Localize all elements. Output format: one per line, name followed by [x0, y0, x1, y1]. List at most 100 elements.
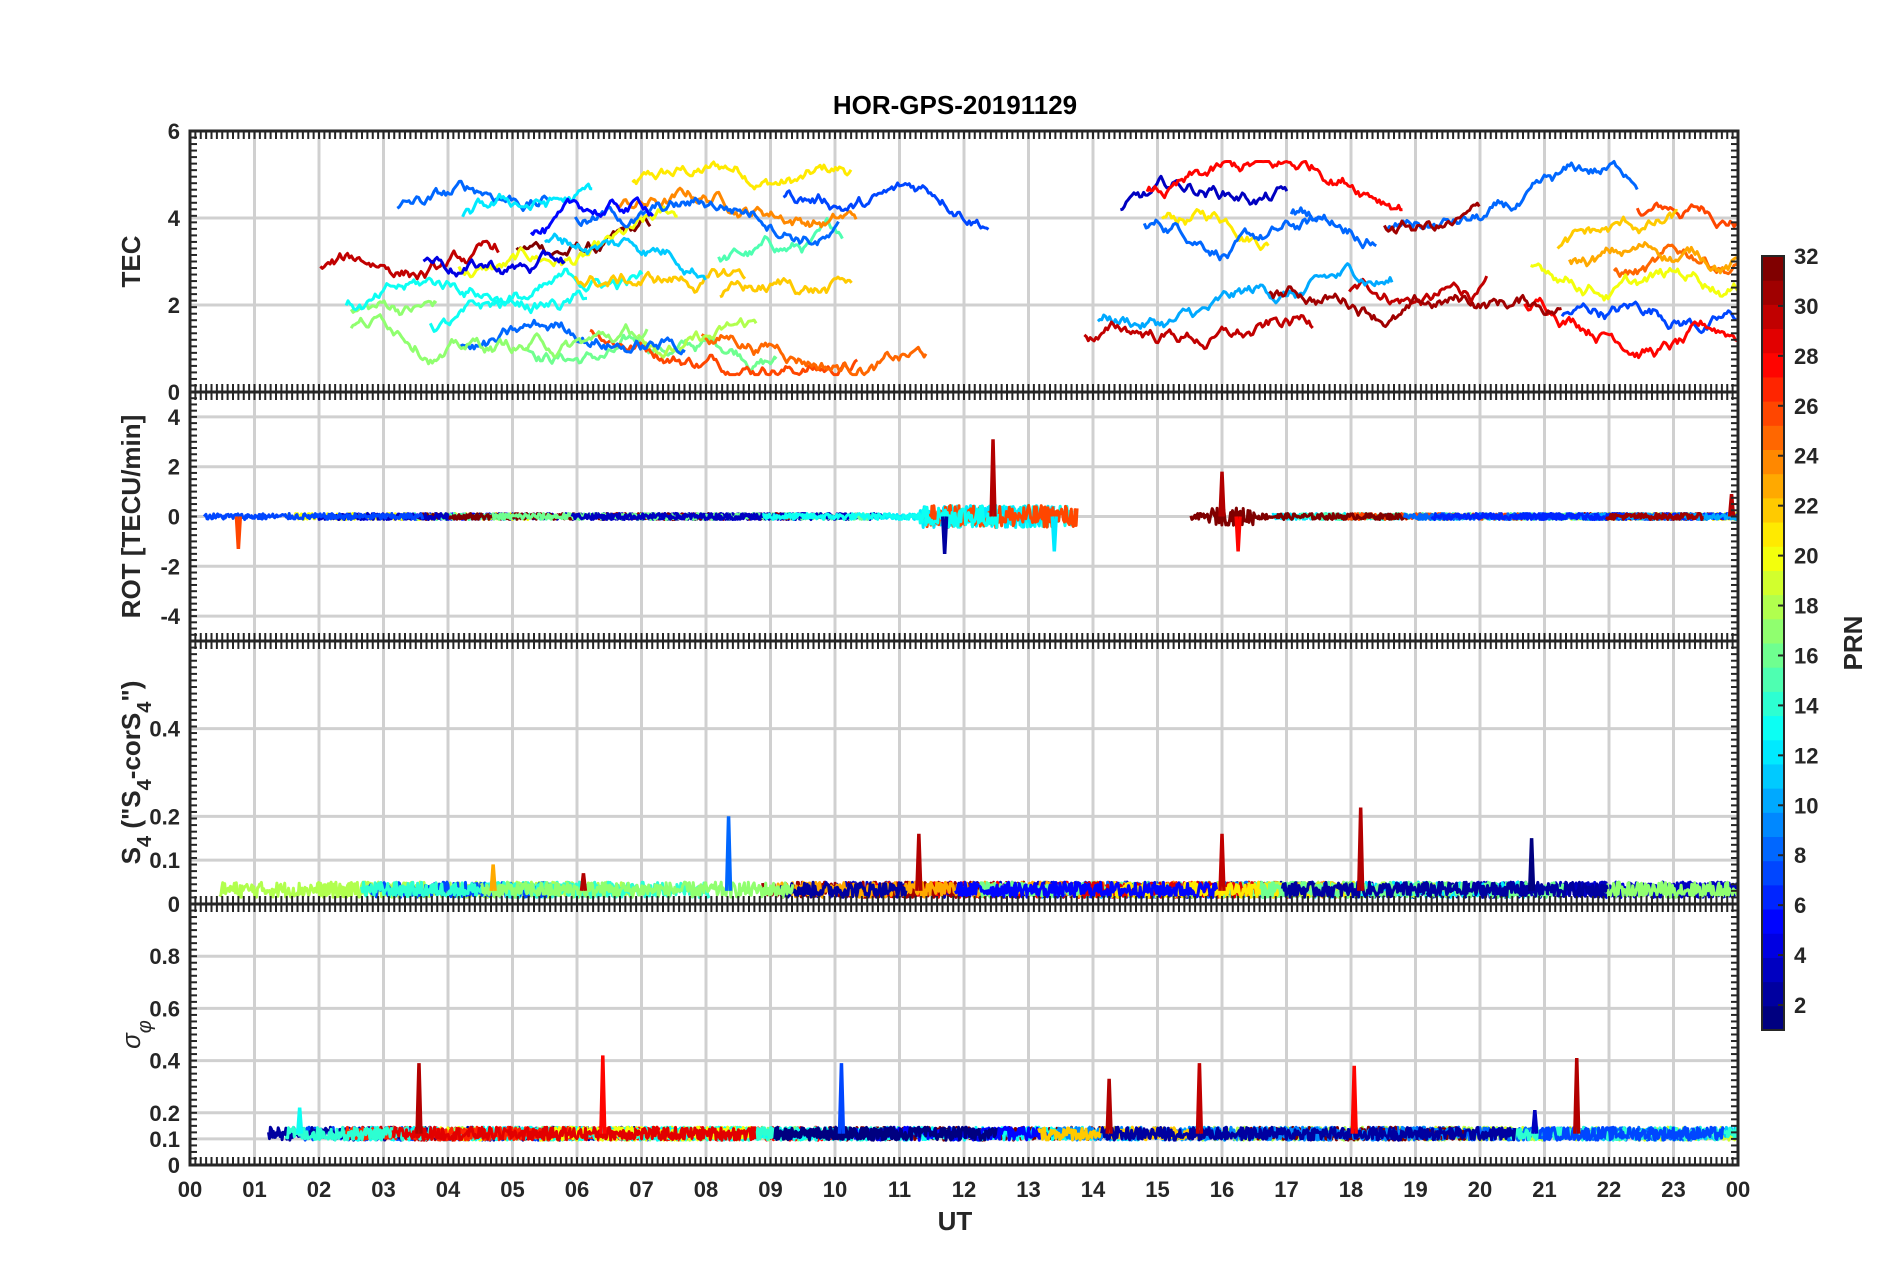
y-tick-label: 0.2: [149, 1101, 180, 1126]
data-trace-prn-31: [1383, 201, 1481, 235]
spike-mark: [940, 516, 949, 554]
x-tick-label: 04: [436, 1177, 461, 1202]
spike-mark: [1527, 838, 1536, 891]
panel-tec: 0 2 4 6 TEC: [116, 119, 1740, 405]
y-tick-label: 0: [168, 505, 180, 530]
data-trace-prn-5: [529, 196, 655, 236]
y-tick-label: 0: [168, 1153, 180, 1178]
data-trace-prn-26: [1635, 201, 1739, 229]
data-trace-prn-30: [1083, 314, 1314, 351]
y-axis-label-sigphi: σφ: [116, 1020, 156, 1049]
panel-traces: [218, 807, 1740, 899]
y-tick-label: -4: [160, 604, 180, 629]
colorbar-band: [1762, 691, 1784, 717]
y-axis-label-part: S: [116, 847, 146, 864]
y-tick-label: 4: [168, 206, 181, 231]
x-tick-label: 06: [565, 1177, 589, 1202]
data-trace-prn-32: [1189, 506, 1409, 527]
y-axis-label-rot: ROT [TECU/min]: [116, 415, 146, 619]
data-trace-prn-8: [396, 179, 550, 212]
colorbar-band: [1762, 473, 1784, 499]
data-trace-prn-8: [1289, 206, 1377, 250]
colorbar-band: [1762, 643, 1784, 668]
colorbar-tick-label: 8: [1794, 843, 1806, 868]
data-trace-prn-13: [761, 504, 1000, 529]
y-tick-label: 0.4: [149, 717, 180, 742]
spike-mark: [1356, 807, 1365, 891]
y-tick-label: 0: [168, 892, 180, 917]
x-axis-label: UT: [938, 1206, 973, 1236]
colorbar-tick-label: 28: [1794, 344, 1818, 369]
x-tick-label: 08: [694, 1177, 718, 1202]
data-trace-prn-8: [574, 196, 840, 247]
x-tick-label: 09: [758, 1177, 782, 1202]
data-trace-prn-21: [1161, 208, 1270, 251]
data-trace-prn-17: [1604, 880, 1739, 899]
data-trace-prn-22: [1556, 208, 1678, 250]
y-tick-label: 0.1: [149, 848, 180, 873]
y-axis-label-tec: TEC: [116, 235, 146, 287]
x-tick-label: 07: [629, 1177, 653, 1202]
colorbar-tick-label: 16: [1794, 643, 1818, 668]
colorbar-band: [1762, 909, 1784, 934]
data-trace-prn-30: [319, 239, 500, 281]
colorbar-band: [1762, 715, 1784, 741]
spike-mark: [724, 816, 733, 891]
colorbar-tick-label: 24: [1794, 444, 1819, 469]
data-trace-prn-7: [782, 181, 990, 231]
colorbar-band: [1762, 449, 1784, 475]
colorbar-band: [1762, 522, 1784, 547]
data-trace-prn-27: [344, 1125, 580, 1142]
data-trace-prn-10: [1096, 262, 1394, 330]
colorbar-band: [1762, 957, 1784, 983]
data-trace-prn-22: [573, 268, 747, 294]
spike-mark: [1234, 516, 1242, 552]
spike-mark: [989, 439, 997, 517]
colorbar-band: [1762, 860, 1784, 886]
data-trace-prn-21: [631, 160, 853, 191]
x-tick-label: 20: [1468, 1177, 1492, 1202]
colorbar-tick-label: 6: [1794, 893, 1806, 918]
colorbar-tick-label: 18: [1794, 594, 1818, 619]
colorbar-frame: [1761, 255, 1785, 1031]
data-trace-prn-31: [1605, 512, 1705, 521]
y-axis-label-part: 4: [134, 778, 156, 790]
data-trace-prn-28: [1523, 296, 1738, 360]
y-tick-label: 0: [168, 380, 180, 405]
x-tick-label: 13: [1016, 1177, 1040, 1202]
colorbar-band: [1762, 497, 1784, 523]
data-trace-prn-2: [778, 880, 908, 899]
colorbar-tick-label: 2: [1794, 993, 1806, 1018]
y-axis-label-part: σ: [116, 1032, 146, 1049]
colorbar-tick-label: 10: [1794, 793, 1818, 818]
colorbar-band: [1762, 570, 1784, 596]
spike-mark: [1195, 1063, 1204, 1134]
data-trace-prn-20: [1530, 262, 1739, 302]
panel-traces: [267, 1055, 1739, 1142]
colorbar-band: [1762, 981, 1784, 1007]
x-tick-label: 23: [1661, 1177, 1685, 1202]
y-tick-label: 0.1: [149, 1127, 180, 1152]
data-trace-prn-4: [422, 249, 566, 278]
data-trace-prn-17: [479, 880, 795, 899]
x-tick-label: 14: [1081, 1177, 1106, 1202]
spike-mark: [1573, 1057, 1581, 1134]
data-trace-prn-22: [719, 275, 853, 299]
data-trace-prn-6: [1518, 512, 1619, 521]
data-trace-prn-7: [202, 512, 425, 521]
data-trace-prn-8: [1386, 160, 1639, 230]
spike-mark: [1218, 833, 1226, 891]
colorbar-tick-label: 22: [1794, 494, 1818, 519]
panel-sigphi: 00.10.2 0.4 0.6 0.8 σφ: [116, 902, 1740, 1178]
data-trace-prn-8: [1142, 214, 1323, 262]
x-tick-label: 18: [1339, 1177, 1363, 1202]
colorbar-tick-label: 30: [1794, 294, 1818, 319]
colorbar-band: [1762, 594, 1784, 620]
y-axis-label-part: "): [116, 681, 146, 702]
data-trace-prn-11: [543, 232, 707, 281]
panel-frame: [188, 902, 1740, 1167]
colorbar-band: [1762, 812, 1784, 837]
x-tick-label: 00: [1726, 1177, 1750, 1202]
y-tick-label: -2: [160, 554, 180, 579]
